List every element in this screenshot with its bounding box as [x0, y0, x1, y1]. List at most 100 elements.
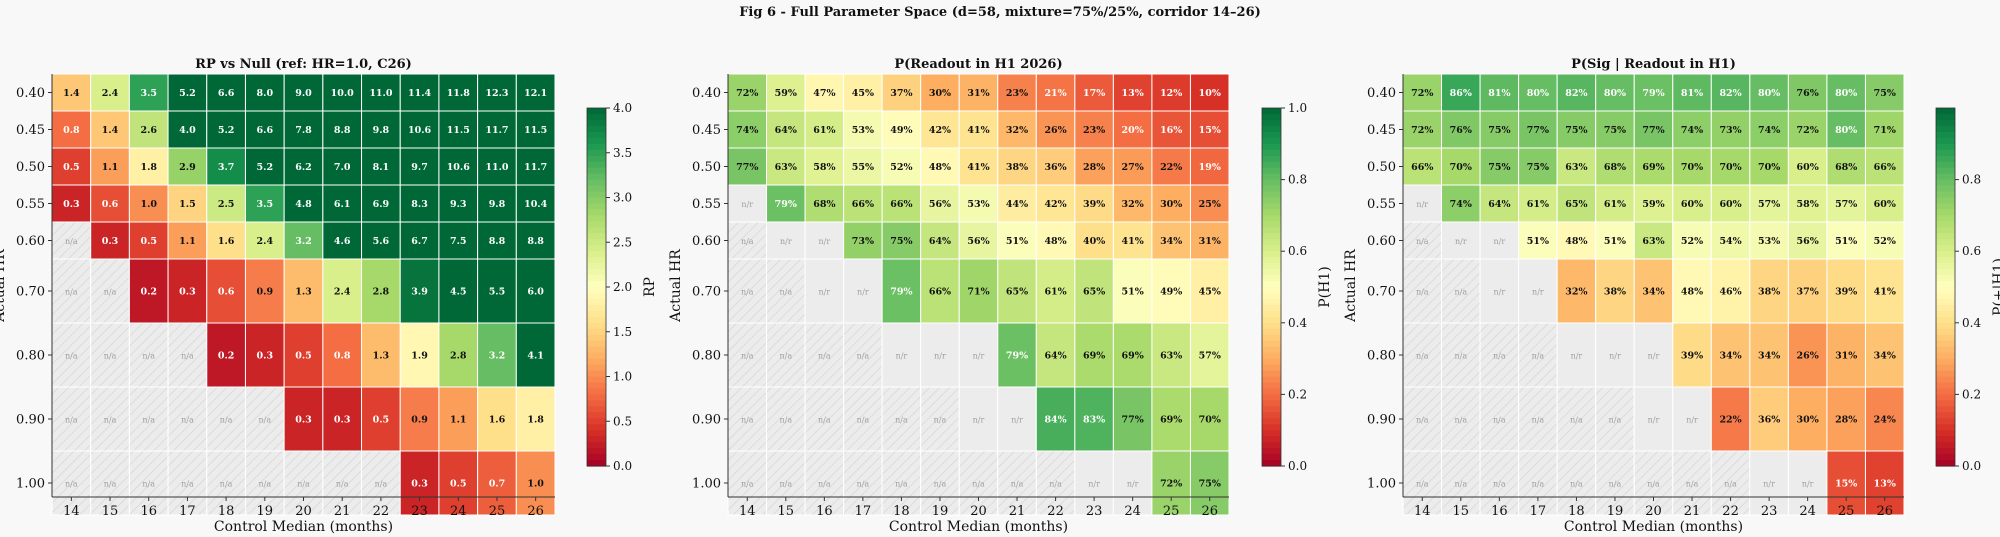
- cell-label: n/r: [1494, 237, 1506, 246]
- heatmap-cell: [1479, 450, 1520, 516]
- y-tick-label: 0.90: [692, 413, 721, 428]
- colorbar-segment: [587, 358, 606, 366]
- cell-label: 79%: [775, 199, 797, 210]
- colorbar-segment: [1262, 263, 1281, 270]
- cell-label: 32%: [1006, 125, 1028, 136]
- heatmap-cell: [1189, 258, 1230, 324]
- colorbar-tick-label: 0.8: [1962, 173, 1981, 187]
- heatmap-cell: [843, 221, 883, 260]
- heatmap-cell: [1074, 73, 1114, 112]
- heatmap-cell: [1633, 450, 1674, 516]
- colorbar-segment: [1262, 304, 1281, 312]
- heatmap-cell: [958, 258, 999, 324]
- cell-label: n/a: [1532, 416, 1545, 425]
- cell-label: n/r: [1648, 352, 1660, 361]
- cell-label: 47%: [813, 88, 835, 99]
- colorbar-segment: [1262, 221, 1281, 228]
- heatmap-cell: [1826, 322, 1866, 388]
- heatmap-cell: [399, 221, 440, 260]
- cell-label: 54%: [1719, 236, 1741, 247]
- colorbar-segment: [1262, 215, 1281, 222]
- heatmap-cell: [1479, 221, 1520, 260]
- heatmap-cell: [1672, 184, 1712, 223]
- colorbar-segment: [1262, 430, 1281, 437]
- cell-label: 11.0: [485, 162, 509, 173]
- heatmap-cell: [1035, 221, 1076, 260]
- colorbar-segment: [1936, 418, 1955, 425]
- y-axis-label: Actual HR: [668, 249, 684, 323]
- cell-label: 63%: [1160, 351, 1182, 362]
- x-tick-label: 26: [1876, 504, 1893, 519]
- cell-label: 60%: [1681, 199, 1703, 210]
- heatmap-cell: [399, 73, 440, 112]
- heatmap-cell: [1864, 73, 1905, 112]
- y-tick-label: 0.60: [692, 234, 721, 249]
- cell-label: n/a: [1454, 352, 1467, 361]
- cell-label: 22%: [1160, 162, 1182, 173]
- heatmap-cell: [1864, 258, 1905, 324]
- heatmap-cell: [1151, 322, 1191, 388]
- colorbar-segment: [1936, 245, 1955, 252]
- cell-label: 38%: [1006, 162, 1028, 173]
- x-tick-label: 23: [411, 504, 428, 519]
- cell-label: 0.5: [295, 351, 312, 362]
- colorbar-segment: [1936, 143, 1955, 151]
- heatmap-cell: [515, 110, 556, 149]
- cell-label: 2.6: [140, 125, 157, 136]
- cell-label: n/r: [1127, 480, 1139, 489]
- cell-label: 3.5: [257, 199, 274, 210]
- colorbar-segment: [587, 382, 606, 390]
- cell-label: n/a: [258, 480, 271, 489]
- heatmap-cell: [1710, 258, 1751, 324]
- heatmap-cell: [90, 450, 130, 516]
- colorbar-label: P(H1): [1317, 266, 1333, 307]
- cell-label: 6.7: [411, 236, 428, 247]
- colorbar-tick-label: 0.0: [613, 459, 632, 473]
- heatmap-cell: [1864, 184, 1905, 223]
- cell-label: 75%: [1199, 479, 1221, 490]
- colorbar-segment: [1262, 131, 1281, 139]
- x-axis-label: Control Median (months): [1564, 519, 1743, 535]
- cell-label: n/a: [1416, 480, 1429, 489]
- colorbar-segment: [1262, 310, 1281, 318]
- colorbar-segment: [587, 125, 606, 133]
- heatmap-cell: [1710, 110, 1751, 149]
- x-tick-label: 22: [373, 504, 390, 519]
- y-tick-label: 0.80: [16, 349, 45, 364]
- x-tick-label: 22: [1722, 504, 1739, 519]
- colorbar-segment: [1262, 113, 1281, 121]
- cell-label: 71%: [1874, 125, 1896, 136]
- colorbar-segment: [1262, 281, 1281, 288]
- cell-label: 51%: [1527, 236, 1549, 247]
- colorbar-segment: [587, 137, 606, 145]
- cell-label: 19%: [1199, 162, 1221, 173]
- colorbar-segment: [1936, 239, 1955, 246]
- colorbar-segment: [1936, 328, 1955, 336]
- colorbar-segment: [587, 221, 606, 228]
- cell-label: 38%: [1604, 287, 1626, 298]
- colorbar-segment: [587, 376, 606, 384]
- heatmap-cell: [843, 147, 883, 186]
- colorbar-segment: [1936, 358, 1955, 366]
- colorbar-segment: [1936, 113, 1955, 121]
- cell-label: 5.6: [373, 236, 390, 247]
- colorbar-segment: [587, 400, 606, 407]
- cell-label: 46%: [1719, 287, 1741, 298]
- y-tick-label: 0.55: [1367, 197, 1396, 212]
- cell-label: 76%: [1797, 88, 1819, 99]
- colorbar-segment: [1262, 448, 1281, 455]
- heatmap-cell: [727, 73, 768, 112]
- x-tick-label: 16: [1491, 504, 1508, 519]
- heatmap-cell: [515, 184, 556, 223]
- colorbar-segment: [1262, 412, 1281, 419]
- colorbar-tick-label: 0.2: [1962, 387, 1981, 401]
- colorbar-segment: [587, 287, 606, 294]
- heatmap-cell: [997, 147, 1037, 186]
- colorbar-tick-label: 1.0: [613, 370, 632, 384]
- heatmap-cell: [128, 110, 169, 149]
- colorbar-segment: [1936, 251, 1955, 258]
- cell-label: 53%: [967, 199, 989, 210]
- heatmap-cell: [958, 322, 999, 388]
- cell-label: 76%: [1450, 125, 1472, 136]
